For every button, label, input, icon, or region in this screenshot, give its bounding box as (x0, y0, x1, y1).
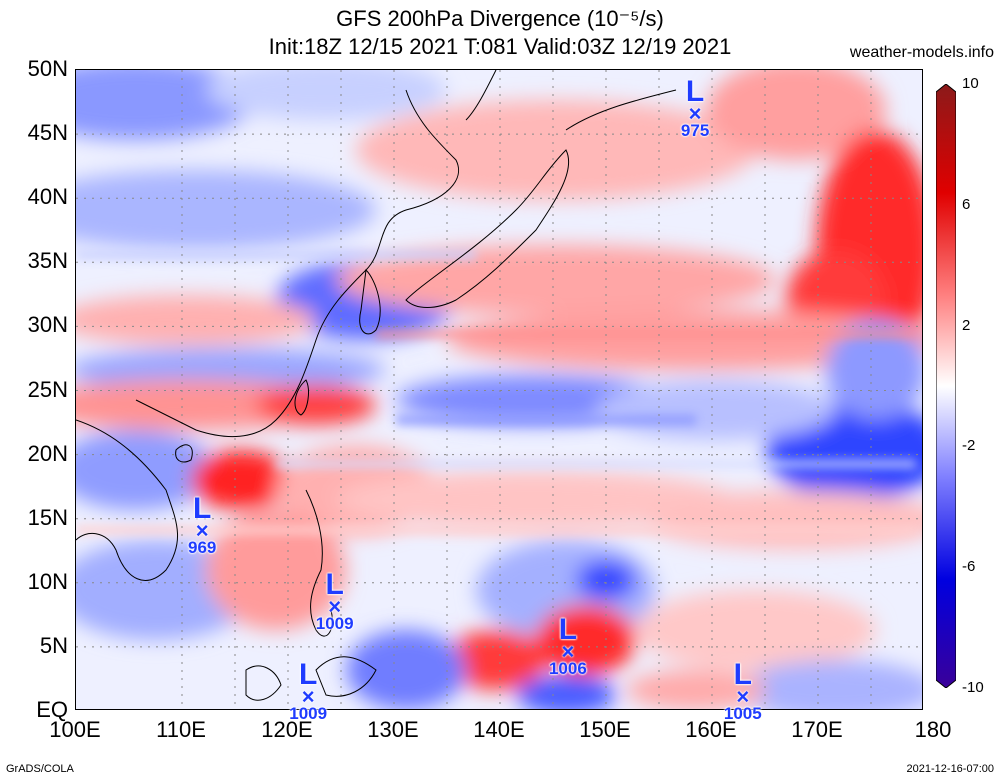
low-pressure-marker: L × 1006 (538, 613, 598, 679)
low-pressure-value: 1005 (723, 704, 762, 724)
lon-tick-label: 120E (261, 717, 313, 742)
lon-tick-label: 100E (49, 717, 101, 742)
divergence-streaks (76, 250, 916, 535)
low-center-cross: × (301, 684, 315, 710)
lat-tick-label: 45N (27, 120, 68, 146)
map-title: GFS 200hPa Divergence (10⁻⁵/s) (336, 6, 664, 31)
low-center-cross: × (195, 517, 209, 543)
low-pressure-marker: L × 1009 (278, 658, 338, 724)
low-pressure-value: 969 (188, 537, 217, 557)
low-pressure-value: 1009 (315, 614, 354, 634)
map-frame (75, 69, 923, 710)
lon-tick-label: 110E (156, 717, 206, 742)
lon-tick-label: 150E (579, 717, 631, 742)
coastlines (76, 70, 677, 701)
low-letter: L (325, 568, 344, 602)
lat-tick-label: 40N (27, 184, 68, 210)
low-pressure-marker: L × 969 (172, 491, 232, 557)
divergence-field (76, 70, 922, 709)
lon-tick-label: 170E (791, 717, 843, 742)
colorbar-tick-label: -10 (962, 679, 984, 696)
low-letter: L (558, 613, 578, 647)
lon-tick-label: 130E (367, 717, 419, 742)
low-center-cross: × (561, 639, 575, 665)
map-subtitle: Init:18Z 12/15 2021 T:081 Valid:03Z 12/1… (268, 34, 732, 59)
lat-tick-label: 10N (27, 568, 68, 594)
colorbar-tick-label: -6 (962, 558, 976, 576)
lat-tick-label: 50N (27, 56, 68, 81)
low-center-cross: × (688, 100, 702, 126)
site-label: weather-models.info (849, 44, 994, 61)
low-pressure-marker: L × 1009 (305, 568, 365, 634)
low-center-cross: × (736, 684, 750, 710)
lon-tick-label: 140E (473, 717, 525, 742)
lon-tick-label: 180 (914, 717, 952, 742)
low-letter: L (299, 658, 318, 692)
low-pressure-marker: L × 1005 (713, 658, 773, 724)
low-pressure-value: 1009 (289, 704, 328, 724)
low-letter: L (685, 74, 705, 108)
lon-tick-label: 160E (685, 717, 737, 742)
lat-tick-label: 5N (39, 632, 68, 658)
low-letter: L (733, 658, 752, 692)
lat-tick-label: 20N (27, 440, 68, 466)
footer-left: GrADS/COLA (6, 763, 74, 775)
lat-tick-label: EQ (36, 697, 68, 722)
low-letter: L (193, 491, 212, 525)
colorbar-tick-label: 6 (962, 195, 971, 213)
colorbar-tick-label: -2 (962, 437, 976, 455)
colorbar (936, 84, 956, 688)
low-pressure-marker: L × 975 (665, 74, 725, 140)
divergence-map (76, 70, 922, 709)
lat-tick-label: 35N (27, 248, 68, 274)
low-pressure-value: 975 (680, 120, 710, 140)
lat-tick-label: 15N (27, 504, 68, 530)
colorbar-tick-label: 2 (962, 316, 971, 334)
lat-tick-label: 25N (27, 376, 68, 402)
low-center-cross: × (328, 594, 342, 620)
low-pressure-value: 1006 (548, 659, 587, 679)
lat-tick-label: 30N (27, 312, 68, 338)
footer-right: 2021-12-16-07:00 (906, 763, 994, 775)
colorbar-tick-label: 10 (962, 75, 979, 92)
lat-lon-grid (76, 70, 922, 709)
